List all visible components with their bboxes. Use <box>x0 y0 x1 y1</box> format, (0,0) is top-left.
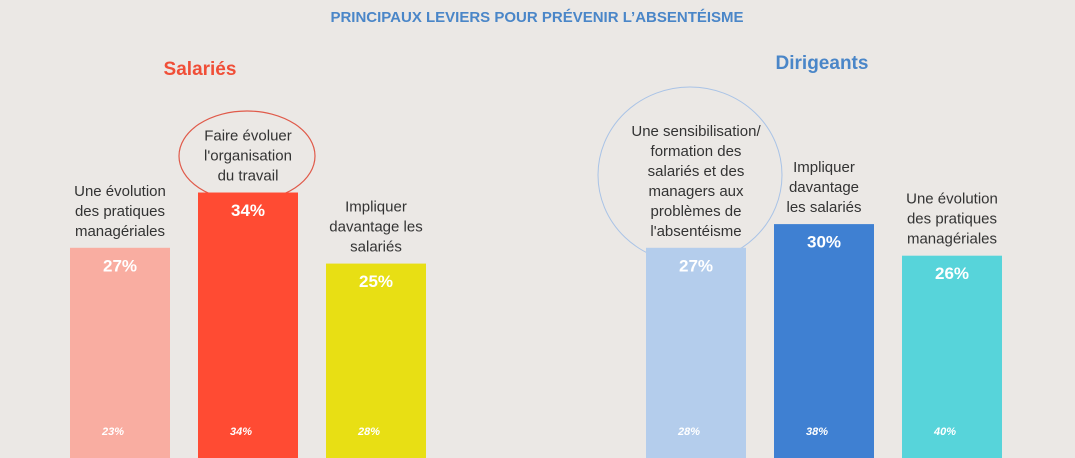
category-label: les salariés <box>786 199 861 216</box>
category-label: davantage <box>789 179 859 196</box>
category-label: Une sensibilisation/ <box>631 123 761 140</box>
bar <box>774 224 874 458</box>
chart-title: Salariés <box>164 59 237 80</box>
bottom-label: 23% <box>101 426 124 438</box>
category-label: salariés <box>350 239 402 256</box>
value-label: 27% <box>103 256 137 275</box>
category-label: Faire évoluer <box>204 127 292 144</box>
category-label: Impliquer <box>345 199 407 216</box>
category-label: l'absentéisme <box>650 223 741 240</box>
category-label: davantage les <box>329 219 422 236</box>
category-label: formation des <box>651 143 742 160</box>
bottom-label: 40% <box>933 426 956 438</box>
value-label: 26% <box>935 264 969 283</box>
category-label: managériales <box>907 231 997 248</box>
value-label: 30% <box>807 233 841 252</box>
category-label: problèmes de <box>651 203 742 220</box>
bar <box>902 255 1002 458</box>
category-label: Impliquer <box>793 159 855 176</box>
category-label: salariés et des <box>648 163 745 180</box>
category-label: managers aux <box>648 183 744 200</box>
bar <box>70 247 170 458</box>
category-label: des pratiques <box>907 211 997 228</box>
category-label: Une évolution <box>74 183 166 200</box>
category-label: du travail <box>218 167 279 184</box>
value-label: 27% <box>679 256 713 275</box>
bar <box>198 192 298 458</box>
bottom-label: 28% <box>677 426 700 438</box>
category-label: managériales <box>75 223 165 240</box>
category-label: Une évolution <box>906 191 998 208</box>
category-label: l'organisation <box>204 147 292 164</box>
bottom-label: 38% <box>806 426 828 438</box>
bar <box>326 263 426 458</box>
page-title: PRINCIPAUX LEVIERS POUR PRÉVENIR L’ABSEN… <box>330 9 743 26</box>
bar <box>646 247 746 458</box>
value-label: 25% <box>359 272 393 291</box>
value-label: 34% <box>231 201 265 220</box>
category-label: des pratiques <box>75 203 165 220</box>
bottom-label: 34% <box>230 426 252 438</box>
chart-title: Dirigeants <box>776 53 869 74</box>
bottom-label: 28% <box>357 426 380 438</box>
